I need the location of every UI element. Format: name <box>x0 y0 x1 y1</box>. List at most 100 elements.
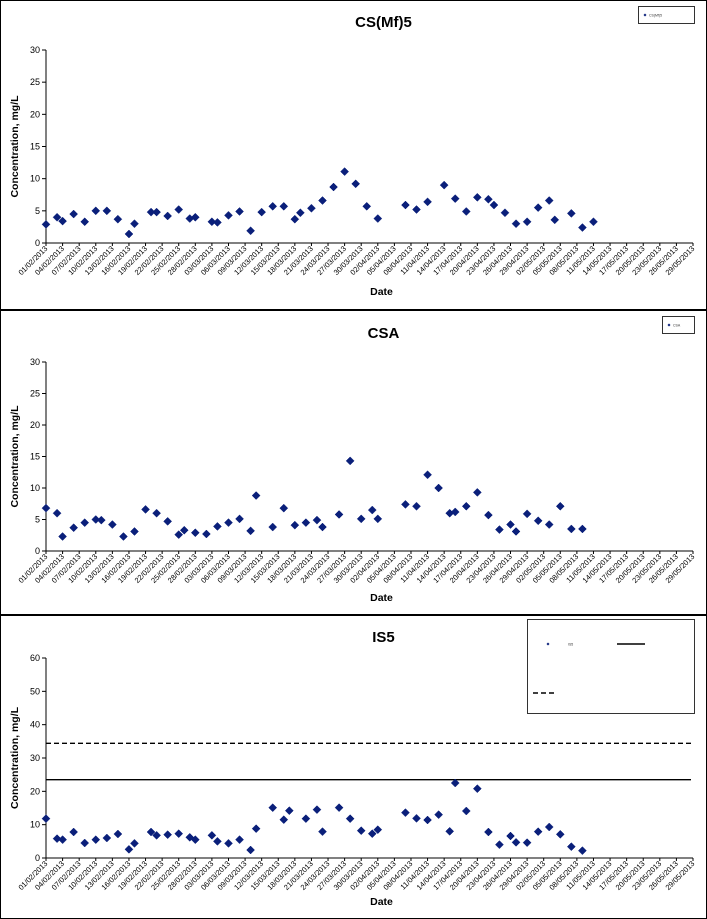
data-point <box>146 827 156 837</box>
data-point <box>69 523 79 533</box>
data-point <box>495 525 504 534</box>
data-point <box>578 223 587 232</box>
data-point <box>41 814 51 824</box>
data-point <box>345 456 355 466</box>
y-tick-label: 0 <box>35 546 40 556</box>
x-axis-label: Date <box>370 896 393 908</box>
y-tick-label: 25 <box>30 389 40 399</box>
data-point <box>91 206 101 216</box>
y-tick-label: 10 <box>30 820 40 830</box>
data-point <box>484 510 493 520</box>
data-point <box>533 203 543 212</box>
data-point <box>484 194 493 204</box>
y-axis-label: Concentration, mg/L <box>9 405 21 508</box>
data-point <box>141 505 150 514</box>
data-point <box>307 203 316 213</box>
data-point <box>511 527 521 536</box>
data-point <box>246 526 255 536</box>
y-tick-label: 60 <box>30 653 40 663</box>
legend-label: IS5 <box>568 642 573 646</box>
y-tick-label: 5 <box>35 515 40 525</box>
data-point <box>124 229 134 239</box>
data-point <box>207 830 217 840</box>
y-tick-label: 5 <box>35 206 40 216</box>
data-point <box>80 838 90 848</box>
legend: CS(Mf)5 <box>638 6 695 24</box>
data-point <box>401 808 410 818</box>
data-point <box>130 219 139 229</box>
data-point <box>555 829 565 839</box>
data-point <box>472 192 482 202</box>
data-point <box>550 215 560 225</box>
y-tick-label: 20 <box>30 786 40 796</box>
data-point <box>257 207 267 217</box>
y-tick-label: 20 <box>30 420 40 430</box>
data-point <box>511 837 521 847</box>
data-point <box>52 508 62 518</box>
data-point <box>224 518 233 528</box>
data-point <box>329 182 338 192</box>
data-point <box>434 810 443 820</box>
data-point <box>213 218 222 227</box>
chart-title: IS5 <box>372 629 395 646</box>
data-point <box>235 207 244 216</box>
y-tick-label: 30 <box>30 45 40 55</box>
data-point <box>522 838 532 848</box>
data-point <box>511 219 521 229</box>
data-point <box>174 829 184 839</box>
x-axis-label: Date <box>370 286 393 298</box>
data-point <box>251 824 261 834</box>
data-point <box>58 532 67 541</box>
data-point <box>439 180 449 190</box>
y-tick-label: 25 <box>30 77 40 87</box>
legend-box <box>662 316 695 334</box>
data-point <box>41 219 51 229</box>
data-point <box>544 520 554 529</box>
data-point <box>555 501 565 511</box>
data-point <box>351 179 361 189</box>
data-point <box>373 825 383 835</box>
data-point <box>522 217 532 227</box>
data-point <box>345 814 355 824</box>
data-point <box>445 826 455 836</box>
data-point <box>130 838 139 848</box>
data-point <box>484 827 493 837</box>
data-point <box>301 814 311 824</box>
data-point <box>268 803 278 813</box>
legend-label: CSA <box>673 323 681 327</box>
y-tick-label: 15 <box>30 452 40 462</box>
data-point <box>450 194 460 203</box>
data-point <box>52 834 62 844</box>
data-point <box>279 503 289 513</box>
legend-marker <box>643 13 647 17</box>
data-point <box>235 514 244 524</box>
data-point <box>373 214 383 223</box>
data-point <box>290 520 300 530</box>
data-point <box>461 501 471 511</box>
data-point <box>113 214 123 224</box>
data-point <box>373 514 383 524</box>
data-point <box>41 503 51 513</box>
data-point <box>401 500 410 509</box>
data-point <box>96 515 106 525</box>
data-point <box>301 518 311 528</box>
data-point <box>450 507 460 517</box>
data-point <box>91 835 101 845</box>
data-point <box>190 528 200 538</box>
data-point <box>356 514 366 524</box>
data-point <box>566 524 576 534</box>
data-point <box>423 470 432 480</box>
legend-marker <box>667 323 671 327</box>
data-point <box>362 201 372 211</box>
data-point <box>356 826 366 836</box>
data-point <box>152 830 161 840</box>
chart-title: CS(Mf)5 <box>355 14 412 31</box>
chart-frame <box>0 310 707 615</box>
data-point <box>163 830 173 840</box>
data-point <box>207 217 217 227</box>
data-point <box>213 522 222 531</box>
y-tick-label: 40 <box>30 720 40 730</box>
